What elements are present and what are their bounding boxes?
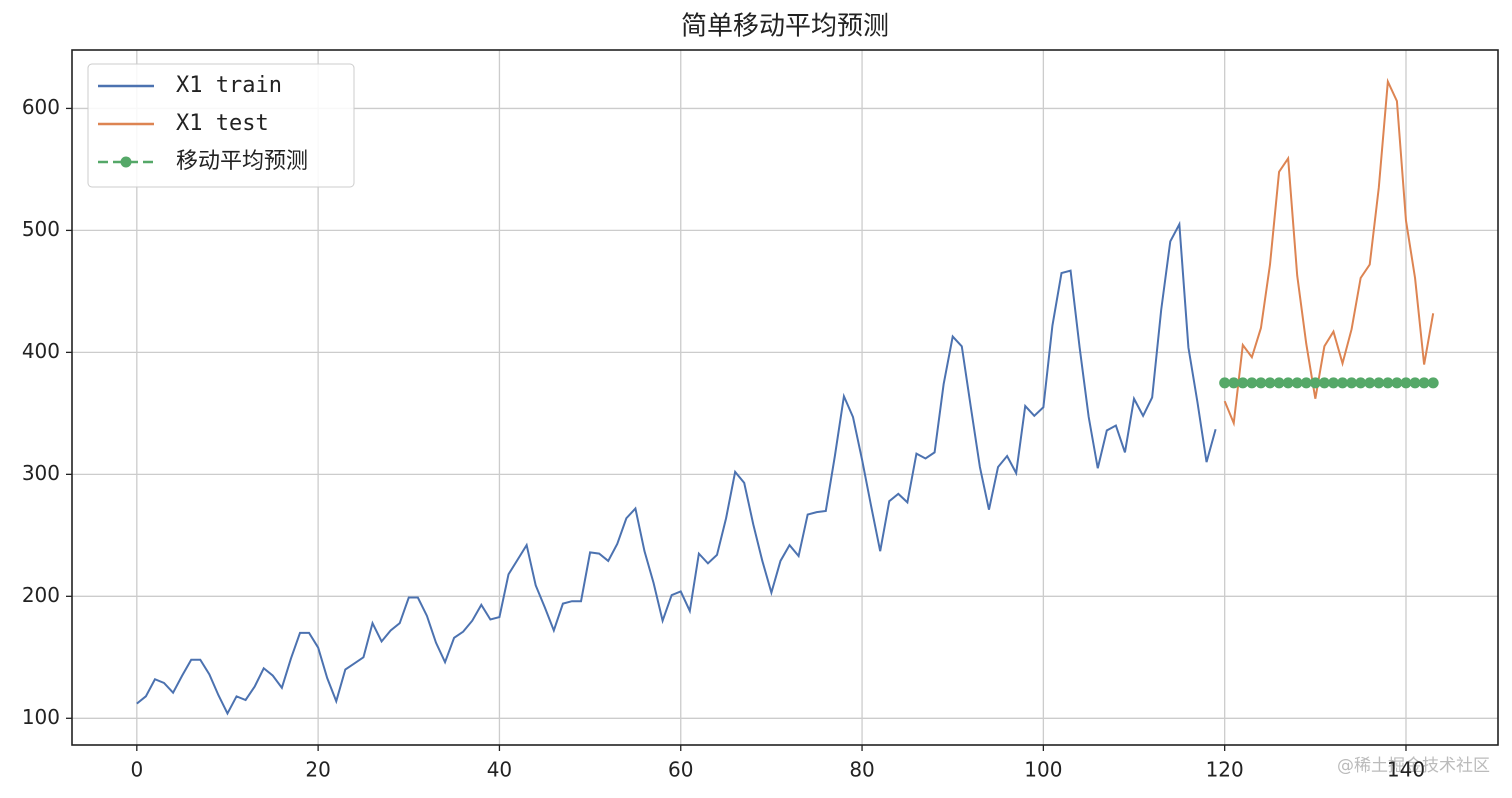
point	[1309, 377, 1321, 389]
x-tick-label: 20	[305, 758, 330, 782]
point	[1400, 377, 1412, 389]
point	[1255, 377, 1267, 389]
point	[1418, 377, 1430, 389]
x-tick-label: 40	[487, 758, 512, 782]
x-tick-label: 100	[1024, 758, 1062, 782]
legend-box	[87, 63, 355, 188]
point	[1228, 377, 1240, 389]
y-tick-label: 600	[22, 95, 60, 119]
y-tick-label: 100	[22, 705, 60, 729]
point	[1318, 377, 1330, 389]
point	[1337, 377, 1349, 389]
point	[1355, 377, 1367, 389]
point	[1346, 377, 1358, 389]
point	[1364, 377, 1376, 389]
y-tick-label: 300	[22, 461, 60, 485]
x-tick-label: 0	[130, 758, 143, 782]
watermark: @稀土掘金技术社区	[1337, 756, 1490, 776]
y-tick-label: 500	[22, 217, 60, 241]
legend-label: 移动平均预测	[176, 149, 308, 174]
plot-frame	[71, 49, 1499, 746]
y-tick-label: 400	[22, 339, 60, 363]
series-line	[1223, 77, 1435, 428]
point	[1291, 377, 1303, 389]
point	[1264, 377, 1276, 389]
point	[1282, 377, 1294, 389]
y-tick-label: 200	[22, 583, 60, 607]
point	[1327, 377, 1339, 389]
legend-label: X1 test	[176, 111, 269, 136]
point	[1409, 377, 1421, 389]
x-tick-label: 140	[1387, 758, 1425, 782]
legend-label: X1 train	[176, 73, 282, 98]
point	[1246, 377, 1258, 389]
x-tick-label: 120	[1206, 758, 1244, 782]
x-tick-label: 80	[849, 758, 874, 782]
point	[1273, 377, 1285, 389]
point	[1219, 377, 1231, 389]
point	[1391, 377, 1403, 389]
legend-marker	[120, 156, 132, 168]
point	[1427, 377, 1439, 389]
series-line	[136, 220, 1217, 716]
point	[1237, 377, 1249, 389]
point	[1382, 377, 1394, 389]
point	[1373, 377, 1385, 389]
point	[1300, 377, 1312, 389]
chart-title: 简单移动平均预测	[681, 12, 889, 42]
x-tick-label: 60	[668, 758, 693, 782]
